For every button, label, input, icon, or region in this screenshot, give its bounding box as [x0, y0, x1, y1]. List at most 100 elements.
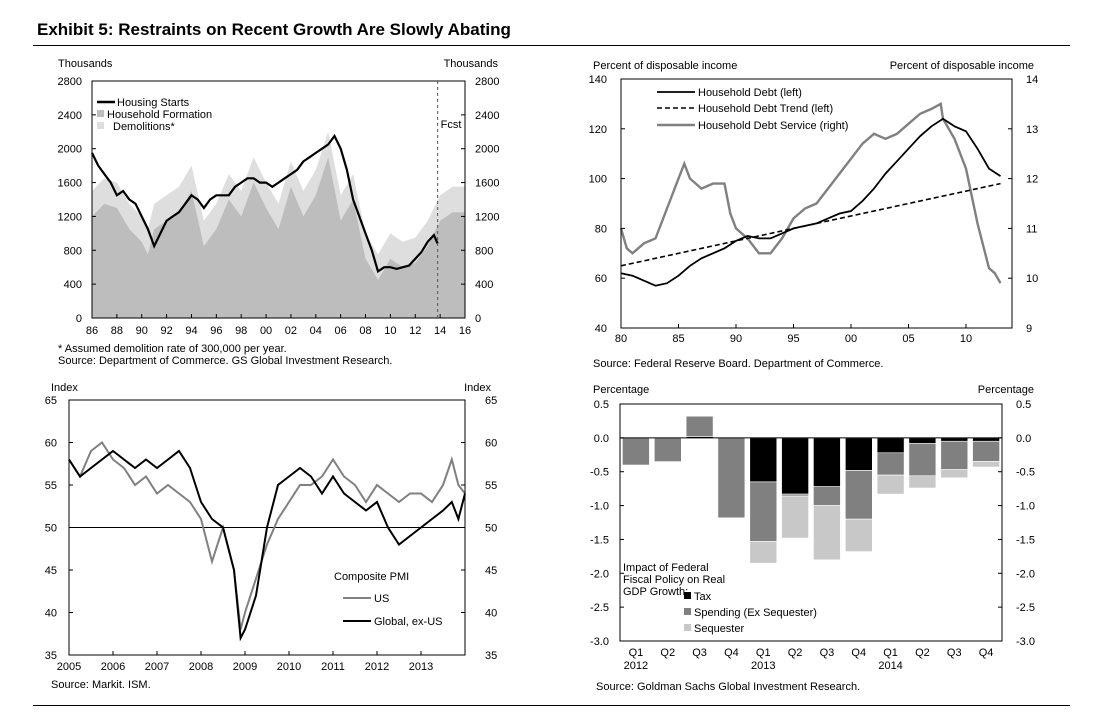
legend-label-household-debt: Household Debt (left) [698, 87, 802, 99]
bar-tax [972, 437, 1000, 442]
y-tick-label-right: 2000 [475, 144, 499, 156]
bar-spending-ex-sequester [972, 440, 1000, 462]
y-tick-label-left: 2800 [58, 76, 82, 88]
x-tick-label: 95 [787, 333, 799, 345]
source-note: Source: Federal Reserve Board. Departmen… [593, 358, 883, 370]
y-tick-label-right: 13 [1026, 124, 1038, 136]
y-tick-label-left: 1600 [58, 178, 82, 190]
x-tick-label: 08 [359, 325, 371, 337]
bar-spending-ex-sequester [844, 470, 873, 520]
x-tick-label: 14 [434, 325, 446, 337]
y-tick-label-left: 800 [64, 245, 82, 257]
legend-label-household-debt-service: Household Debt Service (right) [698, 120, 848, 132]
x-tick-label: Q3 [692, 647, 707, 659]
y-tick-label-right: -2.5 [1016, 602, 1035, 614]
y-tick-label-right: 0 [475, 313, 481, 325]
bar-sequester [781, 495, 809, 539]
x-tick-label: Q2 [660, 647, 675, 659]
x-tick-label: 94 [185, 325, 197, 337]
x-tick-label: 2008 [189, 661, 213, 673]
bar-spending-ex-sequester [749, 481, 778, 542]
y-tick-label-right: 50 [485, 523, 497, 535]
y-tick-label-left: 100 [589, 174, 607, 186]
y-tick-label-right: -2.0 [1016, 568, 1035, 580]
y-tick-label-right: 40 [485, 608, 497, 620]
y-axis-label-left: Percentage [593, 384, 649, 396]
x-tick-label: 96 [210, 325, 222, 337]
x-tick-label: 00 [845, 333, 857, 345]
y-tick-label-right: 11 [1026, 223, 1037, 235]
y-axis-label-left: Index [51, 382, 78, 394]
y-tick-label-right: -1.0 [1016, 501, 1035, 513]
y-axis-label-right: Thousands [444, 58, 499, 70]
y-tick-label-left: -1.5 [590, 534, 609, 546]
y-tick-label-right: -1.5 [1016, 534, 1035, 546]
bar-tax [940, 437, 969, 442]
y-tick-label-right: 2800 [475, 76, 499, 88]
y-axis-label-right: Index [464, 382, 491, 394]
x-tick-label: 2005 [57, 661, 81, 673]
bottom-rule [33, 705, 1070, 706]
x-tick-label: 10 [384, 325, 396, 337]
bar-spending-ex-sequester [940, 440, 969, 470]
legend-title-line: Fiscal Policy on Real [623, 574, 725, 586]
y-axis-label-left: Thousands [58, 58, 113, 70]
y-tick-label-left: 60 [595, 273, 607, 285]
y-tick-label-left: -1.0 [590, 501, 609, 513]
year-label: 2013 [751, 660, 775, 672]
legend-swatch-sequester [684, 624, 691, 631]
x-tick-label: 00 [260, 325, 272, 337]
x-tick-label: 2013 [409, 661, 433, 673]
y-tick-label-right: 1600 [475, 178, 499, 190]
bar-spending-ex-sequester [622, 437, 650, 466]
legend-title-line: GDP Growth: [623, 586, 688, 598]
forecast-label: Fcst [441, 119, 462, 131]
bar-tax [813, 437, 841, 487]
x-tick-label: 90 [730, 333, 742, 345]
legend-label-household-formation: Household Formation [107, 109, 212, 121]
legend-label-housing-starts: Housing Starts [117, 97, 190, 109]
bar-sequester [844, 518, 873, 552]
plot-frame [620, 78, 1013, 329]
bar-spending-ex-sequester [908, 442, 937, 477]
x-tick-label: 2010 [277, 661, 301, 673]
source-note: Source: Department of Commerce. GS Globa… [58, 355, 392, 367]
y-tick-label-right: 2400 [475, 110, 499, 122]
x-tick-label: 10 [960, 333, 972, 345]
bar-spending-ex-sequester [653, 437, 682, 462]
y-tick-label-left: 40 [45, 608, 57, 620]
bar-tax [749, 437, 778, 483]
footnote: * Assumed demolition rate of 300,000 per… [58, 343, 287, 355]
y-tick-label-left: 50 [45, 523, 57, 535]
source-note: Source: Markit. ISM. [51, 679, 151, 691]
y-tick-label-right: 10 [1026, 273, 1038, 285]
y-tick-label-right: 60 [485, 438, 497, 450]
x-tick-label: Q1 [883, 647, 898, 659]
bar-sequester [940, 469, 969, 479]
y-tick-label-right: 0.0 [1016, 433, 1031, 445]
legend-swatch-household-formation [97, 110, 104, 117]
y-tick-label-right: 0.5 [1016, 399, 1031, 411]
bar-spending-ex-sequester [876, 452, 905, 476]
y-tick-label-right: 65 [485, 395, 497, 407]
y-tick-label-left: 0 [76, 313, 82, 325]
y-tick-label-left: -0.5 [590, 467, 609, 479]
bar-sequester [876, 474, 905, 495]
y-tick-label-left: -2.5 [590, 602, 609, 614]
y-tick-label-left: 0.5 [594, 399, 609, 411]
x-tick-label: 86 [86, 325, 98, 337]
x-tick-label: 88 [111, 325, 123, 337]
bar-spending-ex-sequester [717, 437, 746, 519]
year-label: 2012 [624, 660, 648, 672]
legend-swatch-spending [684, 608, 691, 615]
y-tick-label-left: 140 [589, 74, 607, 86]
legend-swatch-demolitions [97, 122, 104, 129]
bar-tax [908, 437, 937, 444]
legend-label-household-debt-trend: Household Debt Trend (left) [698, 103, 833, 115]
y-tick-label-left: 55 [45, 480, 57, 492]
bar-spending-ex-sequester [813, 486, 841, 506]
x-tick-label: 2009 [233, 661, 257, 673]
